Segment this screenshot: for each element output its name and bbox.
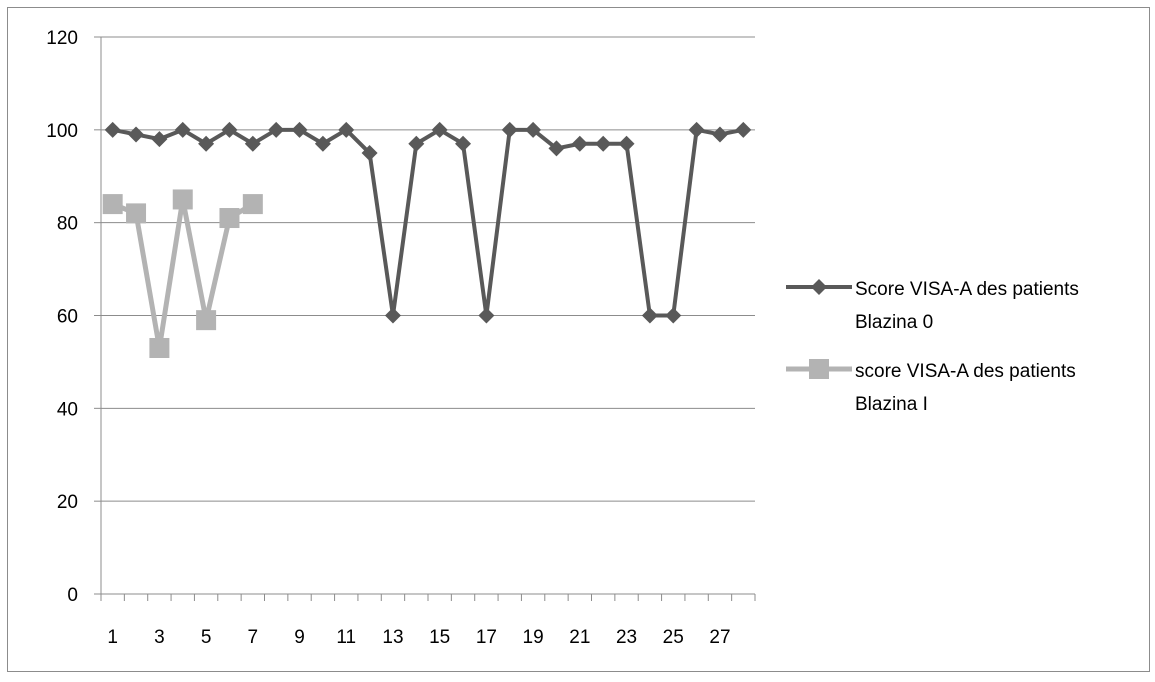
data-point xyxy=(149,337,170,358)
legend-label: score VISA-A des patients xyxy=(855,361,1076,382)
data-point xyxy=(104,121,121,138)
y-tick-label: 100 xyxy=(46,121,78,142)
x-tick-label: 25 xyxy=(663,627,684,648)
legend-label: Blazina 0 xyxy=(855,312,933,333)
data-point xyxy=(314,135,331,152)
legend: Score VISA-A des patients Blazina 0 score … xyxy=(786,279,1079,415)
data-point xyxy=(548,140,565,157)
data-point xyxy=(595,135,612,152)
data-point xyxy=(525,121,542,138)
legend-marker xyxy=(809,359,829,379)
x-tick-label: 23 xyxy=(616,627,637,648)
x-tick-label: 17 xyxy=(476,627,497,648)
data-point xyxy=(735,121,752,138)
y-tick-label: 40 xyxy=(57,399,78,420)
x-tick-label: 19 xyxy=(523,627,544,648)
data-point xyxy=(198,135,215,152)
y-tick-label: 120 xyxy=(46,28,78,49)
data-point xyxy=(688,121,705,138)
data-point xyxy=(455,135,472,152)
data-point xyxy=(172,189,193,210)
chart-border xyxy=(7,7,1150,672)
data-point xyxy=(618,135,635,152)
data-point xyxy=(268,121,285,138)
data-point xyxy=(151,131,168,148)
x-tick-label: 1 xyxy=(107,627,118,648)
legend-entry-1: Score VISA-A des patients Blazina 0 xyxy=(786,279,1079,333)
data-point xyxy=(102,194,123,215)
data-point xyxy=(196,310,217,331)
data-point xyxy=(408,135,425,152)
data-point xyxy=(244,135,261,152)
data-point xyxy=(338,121,355,138)
x-tick-label: 9 xyxy=(294,627,305,648)
x-tick-label: 27 xyxy=(709,627,730,648)
data-point xyxy=(291,121,308,138)
data-point xyxy=(221,121,238,138)
y-tick-label: 60 xyxy=(57,307,78,328)
legend-label: Score VISA-A des patients xyxy=(855,279,1079,300)
data-point xyxy=(384,307,401,324)
data-point xyxy=(711,126,728,143)
legend-label: Blazina I xyxy=(855,394,928,415)
x-tick-label: 15 xyxy=(429,627,450,648)
data-point xyxy=(219,208,240,229)
data-point xyxy=(431,121,448,138)
y-tick-label: 80 xyxy=(57,214,78,235)
y-tick-label: 20 xyxy=(57,492,78,513)
data-point xyxy=(501,121,518,138)
series-1 xyxy=(104,121,752,324)
series-line-1 xyxy=(112,127,744,318)
data-point xyxy=(174,121,191,138)
series-layer xyxy=(102,121,752,358)
x-tick-label: 5 xyxy=(201,627,212,648)
x-tick-label: 7 xyxy=(248,627,259,648)
data-point xyxy=(361,145,378,162)
data-point xyxy=(242,194,263,215)
data-point xyxy=(641,307,658,324)
x-tick-label: 21 xyxy=(569,627,590,648)
x-tick-label: 3 xyxy=(154,627,165,648)
y-tick-label: 0 xyxy=(67,585,78,606)
data-point xyxy=(571,135,588,152)
x-tick-label: 13 xyxy=(382,627,403,648)
x-tick-label: 11 xyxy=(336,627,356,648)
data-point xyxy=(128,126,145,143)
data-point xyxy=(478,307,495,324)
legend-marker xyxy=(811,279,827,295)
series-2 xyxy=(102,189,263,358)
legend-entry-2: score VISA-A des patients Blazina I xyxy=(786,359,1076,415)
data-point xyxy=(665,307,682,324)
data-point xyxy=(126,203,147,224)
